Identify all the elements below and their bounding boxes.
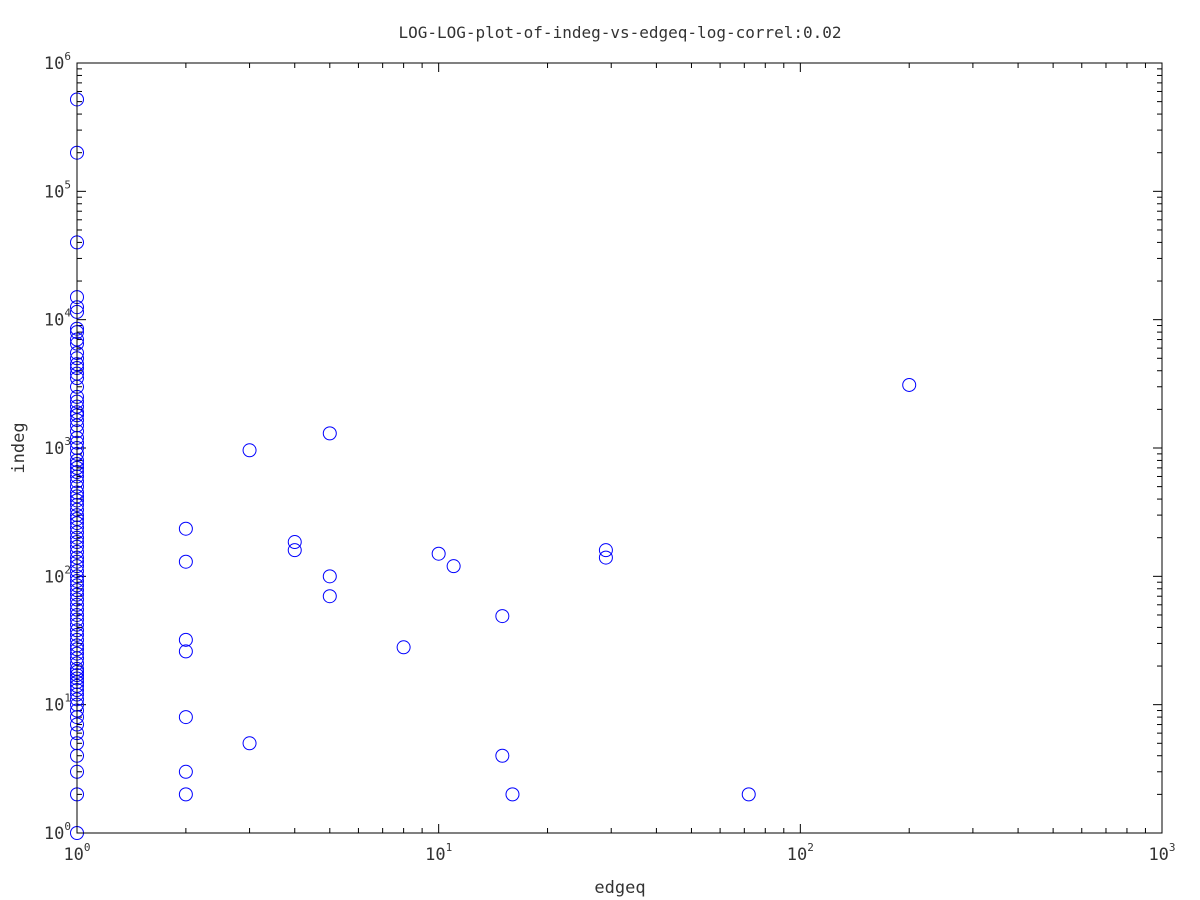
data-point bbox=[287, 543, 302, 558]
tick-base: 10 bbox=[787, 845, 807, 865]
tick-exponent: 3 bbox=[1169, 841, 1176, 854]
x-tick-label: 102 bbox=[787, 841, 814, 865]
x-tick-label: 103 bbox=[1148, 841, 1175, 865]
data-point bbox=[322, 426, 337, 441]
chart-title: LOG-LOG-plot-of-indeg-vs-edgeq-log-corre… bbox=[398, 23, 841, 42]
y-tick-label: 106 bbox=[44, 50, 71, 74]
x-tick-label: 100 bbox=[63, 841, 90, 865]
tick-exponent: 2 bbox=[64, 563, 71, 576]
tick-base: 10 bbox=[44, 824, 64, 844]
data-point bbox=[178, 554, 193, 569]
data-point bbox=[178, 787, 193, 802]
tick-base: 10 bbox=[44, 696, 64, 716]
tick-base: 10 bbox=[44, 54, 64, 74]
tick-exponent: 4 bbox=[64, 307, 71, 320]
y-tick-label: 104 bbox=[44, 307, 71, 331]
tick-exponent: 1 bbox=[64, 692, 71, 705]
tick-exponent: 1 bbox=[446, 841, 453, 854]
data-point bbox=[178, 632, 193, 647]
tick-base: 10 bbox=[44, 567, 64, 587]
data-point bbox=[178, 644, 193, 659]
x-tick-labels: 100 101 102 103 bbox=[63, 841, 1175, 865]
plot-frame bbox=[76, 62, 1163, 834]
data-point bbox=[287, 535, 302, 550]
y-tick-label: 102 bbox=[44, 563, 71, 587]
data-point bbox=[446, 559, 461, 574]
y-tick-label: 101 bbox=[44, 692, 71, 716]
data-point bbox=[495, 609, 510, 624]
tick-exponent: 6 bbox=[64, 50, 71, 63]
data-point bbox=[598, 543, 613, 558]
tick-exponent: 5 bbox=[64, 178, 71, 191]
y-tick-label: 103 bbox=[44, 435, 71, 459]
tick-exponent: 3 bbox=[64, 435, 71, 448]
tick-base: 10 bbox=[63, 845, 83, 865]
data-point bbox=[902, 377, 917, 392]
data-point bbox=[431, 546, 446, 561]
data-point bbox=[322, 569, 337, 584]
x-tick-label: 101 bbox=[425, 841, 452, 865]
y-tick-label: 105 bbox=[44, 178, 71, 202]
tick-base: 10 bbox=[44, 182, 64, 202]
data-point bbox=[178, 521, 193, 536]
tick-base: 10 bbox=[1148, 845, 1168, 865]
data-point bbox=[495, 748, 510, 763]
data-point bbox=[598, 550, 613, 565]
data-points bbox=[70, 92, 917, 840]
tick-base: 10 bbox=[44, 439, 64, 459]
data-point bbox=[178, 710, 193, 725]
y-axis-label: indeg bbox=[9, 422, 29, 473]
data-point bbox=[242, 736, 257, 751]
tick-base: 10 bbox=[44, 311, 64, 331]
data-point bbox=[242, 443, 257, 458]
data-point bbox=[322, 589, 337, 604]
y-tick-label: 100 bbox=[44, 820, 71, 844]
tick-exponent: 2 bbox=[807, 841, 814, 854]
tick-exponent: 0 bbox=[64, 820, 71, 833]
axis-ticks bbox=[76, 62, 1163, 834]
tick-exponent: 0 bbox=[84, 841, 91, 854]
data-point bbox=[178, 764, 193, 779]
data-point bbox=[505, 787, 520, 802]
x-axis-label: edgeq bbox=[594, 878, 645, 898]
data-point bbox=[741, 787, 756, 802]
data-point bbox=[396, 640, 411, 655]
tick-base: 10 bbox=[425, 845, 445, 865]
